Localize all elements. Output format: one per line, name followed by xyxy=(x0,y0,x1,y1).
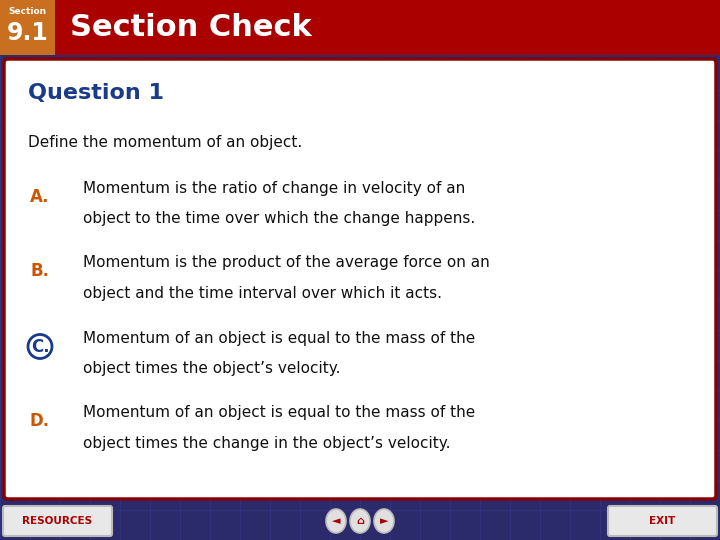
Text: Momentum of an object is equal to the mass of the: Momentum of an object is equal to the ma… xyxy=(83,406,475,421)
Text: ⌂: ⌂ xyxy=(356,516,364,526)
Text: Momentum is the product of the average force on an: Momentum is the product of the average f… xyxy=(83,255,490,271)
FancyBboxPatch shape xyxy=(4,59,716,499)
Text: D.: D. xyxy=(30,413,50,430)
Text: A.: A. xyxy=(30,187,50,206)
Text: C.: C. xyxy=(31,338,49,355)
Text: object and the time interval over which it acts.: object and the time interval over which … xyxy=(83,286,442,301)
Text: Section: Section xyxy=(9,8,47,17)
Text: Define the momentum of an object.: Define the momentum of an object. xyxy=(28,136,302,151)
Ellipse shape xyxy=(326,509,346,533)
FancyBboxPatch shape xyxy=(3,506,112,536)
Ellipse shape xyxy=(374,509,394,533)
Text: 9.1: 9.1 xyxy=(6,21,48,45)
Ellipse shape xyxy=(350,509,370,533)
Text: Momentum is the ratio of change in velocity of an: Momentum is the ratio of change in veloc… xyxy=(83,180,465,195)
FancyBboxPatch shape xyxy=(0,0,720,55)
Text: object times the change in the object’s velocity.: object times the change in the object’s … xyxy=(83,436,451,451)
Text: Section Check: Section Check xyxy=(70,13,312,42)
Text: object to the time over which the change happens.: object to the time over which the change… xyxy=(83,211,475,226)
Text: Question 1: Question 1 xyxy=(28,83,164,103)
Text: object times the object’s velocity.: object times the object’s velocity. xyxy=(83,361,341,376)
Text: B.: B. xyxy=(30,262,50,280)
Text: RESOURCES: RESOURCES xyxy=(22,516,92,526)
Text: ◄: ◄ xyxy=(332,516,341,526)
FancyBboxPatch shape xyxy=(0,0,55,55)
FancyBboxPatch shape xyxy=(608,506,717,536)
Text: EXIT: EXIT xyxy=(649,516,675,526)
Text: ►: ► xyxy=(379,516,388,526)
Text: Momentum of an object is equal to the mass of the: Momentum of an object is equal to the ma… xyxy=(83,330,475,346)
